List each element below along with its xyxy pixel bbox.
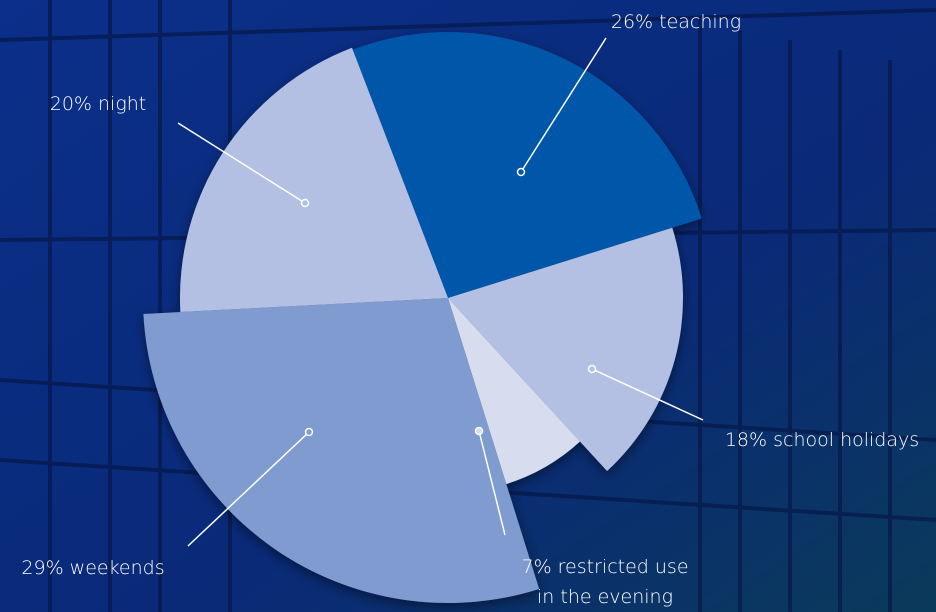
- leader-dot: [304, 427, 314, 437]
- leader-line: [187, 431, 310, 547]
- leader-dot: [474, 426, 484, 436]
- leader-line: [591, 368, 704, 421]
- leader-dot: [300, 198, 310, 208]
- leader-line: [177, 122, 306, 204]
- pie-slice: [448, 298, 580, 485]
- leader-dot: [516, 167, 526, 177]
- leader-line: [478, 430, 506, 536]
- pie-slice: [179, 47, 448, 313]
- leader-line: [520, 37, 607, 173]
- pie-slice: [448, 227, 683, 471]
- pie-slice: [143, 298, 540, 603]
- pie: [143, 32, 702, 603]
- pie-slice: [352, 32, 702, 299]
- slice-label: 18% school holidays: [725, 429, 919, 451]
- slice-label: 20% night: [50, 93, 146, 115]
- labels: 26% teaching 18% school holidays 7% restri…: [21, 11, 919, 608]
- leader-dot: [587, 364, 597, 374]
- slice-label: 26% teaching: [611, 11, 741, 33]
- slice-label: 29% weekends: [21, 557, 164, 579]
- slice-label: 7% restricted use in the evening: [521, 556, 688, 608]
